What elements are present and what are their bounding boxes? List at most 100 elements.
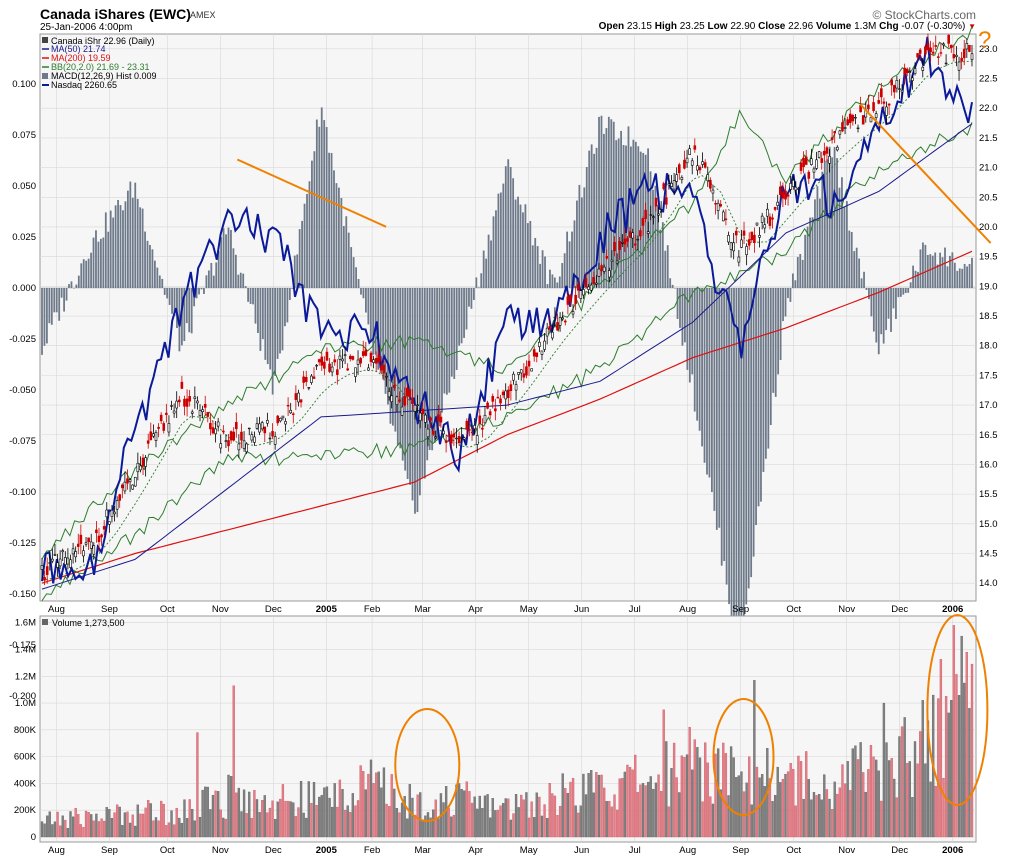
candle-body [538,341,541,347]
volume-bar [227,774,230,838]
macd-bar [745,288,748,605]
watermark[interactable]: © StockCharts.com [872,8,976,22]
candle-body [734,230,738,236]
macd-bar [524,204,527,288]
volume-bar [698,757,702,838]
macd-bar [946,266,949,288]
candle-body [501,391,505,396]
macd-bar [50,288,53,325]
candle-body [343,354,347,356]
candle-body [258,423,261,433]
macd-tick-label: -0.075 [9,436,36,447]
volume-bar [709,796,712,838]
volume-bar [77,814,80,838]
price-tick-label: 15.5 [979,489,998,500]
volume-bar [818,793,821,838]
candle-body [846,119,849,126]
macd-bar [676,288,679,319]
volume-bar [468,791,471,838]
macd-bar [909,282,912,288]
volume-bar [463,790,466,838]
macd-bar [176,288,178,329]
macd-bar [82,259,85,288]
candle-body [372,359,375,363]
volume-bar [87,811,90,838]
volume-bar [877,770,880,838]
volume-bar [97,821,101,838]
candle-body [242,440,246,449]
candle-body [442,430,445,435]
macd-bar [681,288,684,346]
macd-bar [222,228,225,288]
candle-body [159,414,163,422]
volume-tick-label: 1.2M [15,671,36,682]
macd-bar [617,138,620,288]
candle-body [232,431,235,441]
volume-bar [136,804,139,838]
macd-bar [318,126,321,289]
candle-body [48,562,52,564]
volume-bar [786,771,790,838]
macd-bar [941,257,944,288]
volume-bar [608,801,611,838]
candle-body [284,421,287,425]
candle-body [141,457,145,467]
macd-bar [242,273,245,288]
macd-bar [269,288,272,370]
macd-bar [882,288,885,344]
candle-body [149,431,153,441]
volume-bar [362,771,365,838]
price-tick-label: 16.5 [979,430,998,441]
candle-body [623,238,627,245]
volume-bar [768,778,772,838]
candle-body [444,440,448,443]
volume-bar [310,802,313,838]
candle-body [921,66,925,71]
volume-spike-ellipse [926,614,989,806]
candle-body [582,289,585,296]
candle-body [79,534,83,544]
macd-bar [438,288,441,427]
volume-bar [773,795,777,838]
volume-bar [139,813,142,838]
volume-bar [144,807,147,838]
macd-tick-label: -0.200 [9,691,36,702]
macd-bar [772,288,775,393]
macd-bar [922,242,924,288]
volume-bar [248,791,251,838]
volume-bar [118,806,121,838]
candle-body [483,414,487,424]
candle-body [838,130,842,135]
volume-bar [457,783,461,838]
candle-body [108,521,111,525]
macd-bar [789,288,792,302]
volume-bar [69,811,72,838]
macd-bar [924,244,927,288]
macd-bar [90,252,92,288]
candle-body [768,216,772,226]
volume-bar [341,789,344,838]
candle-body [211,427,215,434]
volume-bar [51,824,54,838]
macd-bar [549,269,551,288]
macd-bar [391,288,394,426]
candle-body [742,230,746,236]
candle-body [714,203,717,205]
candle-body [543,340,546,350]
candle-body [711,189,715,194]
candle-body [144,457,147,467]
macd-bar [872,288,875,332]
macd-bar [460,288,463,344]
legend: Canada iShr 22.96 (Daily) MA(50) 21.74 M… [42,36,157,90]
candle-body [294,393,298,400]
volume-bar [590,770,593,838]
volume-bar [266,812,269,838]
x-tick-label: Jul [629,604,641,615]
macd-bar [284,288,286,327]
macd-bar [68,284,70,288]
x-tick-label: Aug [48,845,65,856]
candle-body [885,106,888,116]
candle-body [455,437,458,440]
volume-bar [149,803,152,838]
